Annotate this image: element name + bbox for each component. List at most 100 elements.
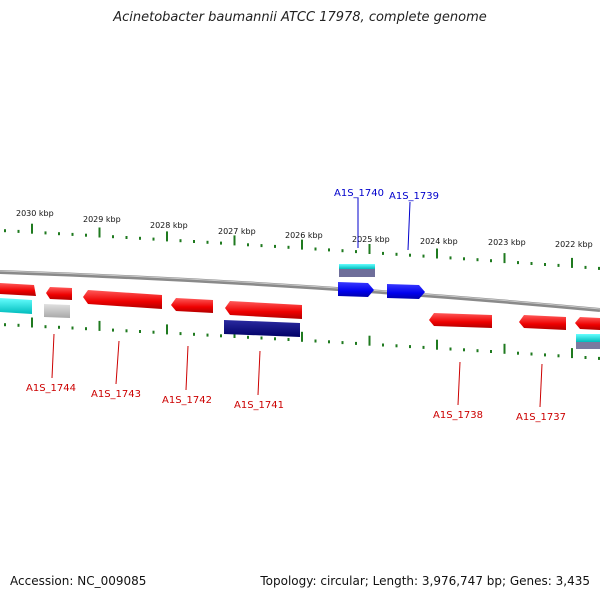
minor-tick	[328, 248, 330, 252]
minor-tick	[274, 244, 276, 248]
other-feature	[339, 269, 375, 277]
minor-tick	[139, 236, 141, 240]
minor-tick	[490, 259, 492, 263]
minor-tick	[422, 345, 425, 349]
gene-feature	[171, 298, 213, 313]
lower-tick-ring	[4, 317, 600, 360]
minor-tick	[328, 340, 330, 344]
rna-feature	[576, 334, 600, 342]
minor-tick	[220, 334, 222, 338]
minor-tick	[409, 345, 411, 349]
minor-tick	[260, 336, 263, 340]
minor-tick	[125, 236, 128, 239]
minor-tick	[382, 251, 384, 255]
minor-tick	[274, 337, 276, 341]
minor-tick	[341, 249, 344, 253]
minor-tick	[490, 350, 492, 353]
major-tick	[436, 339, 438, 350]
minor-tick	[409, 253, 411, 257]
tick-label: 2030 kbp	[16, 209, 54, 218]
upper-tick-ring	[4, 223, 600, 270]
major-tick	[503, 253, 506, 264]
minor-tick	[17, 323, 20, 327]
major-tick	[98, 320, 101, 331]
minor-tick	[598, 356, 600, 360]
other-feature	[44, 304, 70, 318]
leader-lines	[51, 198, 543, 408]
minor-tick	[206, 240, 209, 244]
gene-feature	[575, 317, 600, 330]
minor-tick	[476, 349, 479, 353]
minor-tick	[247, 335, 249, 339]
major-tick	[301, 331, 303, 342]
minor-tick	[4, 229, 6, 233]
minor-tick	[112, 328, 114, 332]
minor-tick	[193, 240, 195, 243]
accession-label: Accession: NC_009085	[10, 574, 147, 588]
gene-feature	[519, 315, 566, 330]
minor-tick	[287, 338, 290, 341]
minor-tick	[260, 244, 263, 248]
minor-tick	[449, 347, 452, 351]
minor-tick	[193, 332, 195, 336]
minor-tick	[517, 351, 519, 355]
tick-label: 2028 kbp	[150, 221, 188, 230]
minor-tick	[4, 323, 6, 327]
minor-tick	[463, 348, 465, 352]
forward-strand-features	[338, 264, 425, 299]
tick-label: 2026 kbp	[285, 231, 323, 240]
minor-tick	[395, 252, 398, 256]
map-title: Acinetobacter baumannii ATCC 17978, comp…	[113, 10, 487, 25]
major-tick	[571, 348, 573, 359]
minor-tick	[287, 245, 290, 249]
minor-tick	[422, 254, 425, 258]
tick-label: 2027 kbp	[218, 227, 256, 236]
backbone-arc	[0, 270, 600, 312]
minor-tick	[557, 354, 560, 358]
minor-tick	[85, 327, 87, 331]
gene-feature	[0, 283, 36, 296]
major-tick	[368, 335, 371, 346]
major-tick	[233, 235, 236, 246]
minor-tick	[355, 341, 357, 345]
gene-label: A1S_1737	[516, 412, 566, 423]
tick-labels: 2030 kbp 2029 kbp 2028 kbp 2027 kbp 2026…	[16, 209, 593, 249]
minor-tick	[58, 325, 60, 329]
gene-label: A1S_1744	[26, 383, 76, 394]
gene-feature	[224, 320, 300, 337]
major-tick	[166, 231, 168, 242]
minor-tick	[17, 229, 20, 233]
major-tick	[98, 227, 101, 238]
gene-feature	[46, 287, 72, 300]
gene-label: A1S_1738	[433, 410, 483, 421]
gene-label: A1S_1741	[234, 400, 284, 411]
minor-tick	[449, 256, 452, 260]
tick-label: 2022 kbp	[555, 240, 593, 249]
minor-tick	[152, 237, 155, 241]
minor-tick	[206, 333, 209, 337]
minor-tick	[557, 263, 560, 267]
gene-label: A1S_1739	[389, 191, 439, 202]
gene-feature	[387, 284, 425, 299]
minor-tick	[355, 250, 357, 254]
minor-tick	[598, 266, 600, 270]
gene-label: A1S_1740	[334, 188, 384, 199]
minor-tick	[220, 241, 222, 245]
rna-feature	[339, 264, 375, 269]
minor-tick	[71, 232, 74, 236]
minor-tick	[395, 344, 398, 348]
minor-tick	[179, 332, 182, 336]
gene-feature	[225, 301, 302, 319]
major-tick	[166, 324, 168, 335]
minor-tick	[314, 247, 317, 251]
minor-tick	[71, 326, 74, 330]
major-tick	[503, 343, 506, 354]
minor-tick	[463, 257, 465, 261]
minor-tick	[530, 262, 533, 265]
rna-feature	[0, 298, 32, 314]
tick-label: 2023 kbp	[488, 238, 526, 247]
minor-tick	[247, 243, 249, 247]
minor-tick	[314, 339, 317, 343]
minor-tick	[584, 356, 587, 359]
